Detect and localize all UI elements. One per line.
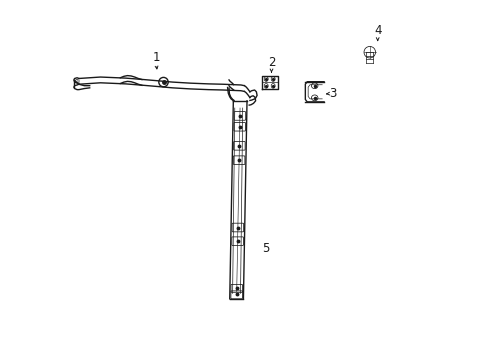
- Text: 4: 4: [373, 24, 381, 37]
- Text: 5: 5: [262, 242, 269, 255]
- Text: 3: 3: [328, 87, 336, 100]
- Text: 1: 1: [152, 51, 160, 64]
- Text: 2: 2: [267, 57, 275, 69]
